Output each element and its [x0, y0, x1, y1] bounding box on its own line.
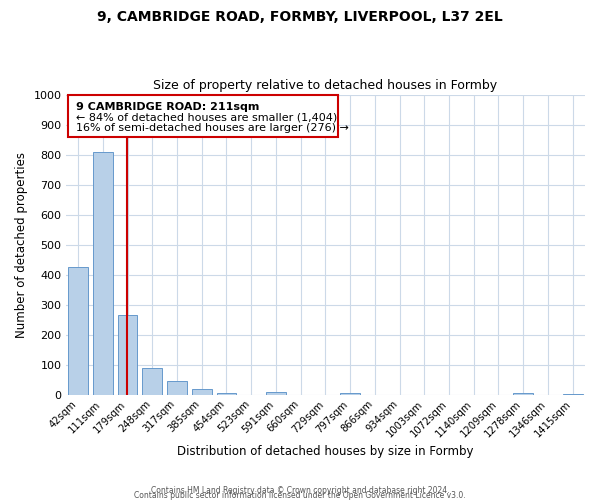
Y-axis label: Number of detached properties: Number of detached properties	[15, 152, 28, 338]
Bar	[340, 392, 360, 394]
X-axis label: Distribution of detached houses by size in Formby: Distribution of detached houses by size …	[177, 444, 473, 458]
Text: Contains HM Land Registry data © Crown copyright and database right 2024.: Contains HM Land Registry data © Crown c…	[151, 486, 449, 495]
Text: Contains public sector information licensed under the Open Government Licence v3: Contains public sector information licen…	[134, 491, 466, 500]
Bar	[118, 315, 137, 394]
FancyBboxPatch shape	[68, 94, 338, 136]
Bar	[68, 267, 88, 394]
Text: 9 CAMBRIDGE ROAD: 211sqm: 9 CAMBRIDGE ROAD: 211sqm	[76, 102, 259, 112]
Text: ← 84% of detached houses are smaller (1,404): ← 84% of detached houses are smaller (1,…	[76, 112, 337, 122]
Title: Size of property relative to detached houses in Formby: Size of property relative to detached ho…	[153, 79, 497, 92]
Bar	[192, 390, 212, 394]
Bar	[167, 380, 187, 394]
Bar	[93, 152, 113, 394]
Text: 16% of semi-detached houses are larger (276) →: 16% of semi-detached houses are larger (…	[76, 123, 349, 133]
Bar	[513, 393, 533, 394]
Bar	[266, 392, 286, 394]
Bar	[142, 368, 162, 394]
Bar	[217, 393, 236, 394]
Text: 9, CAMBRIDGE ROAD, FORMBY, LIVERPOOL, L37 2EL: 9, CAMBRIDGE ROAD, FORMBY, LIVERPOOL, L3…	[97, 10, 503, 24]
